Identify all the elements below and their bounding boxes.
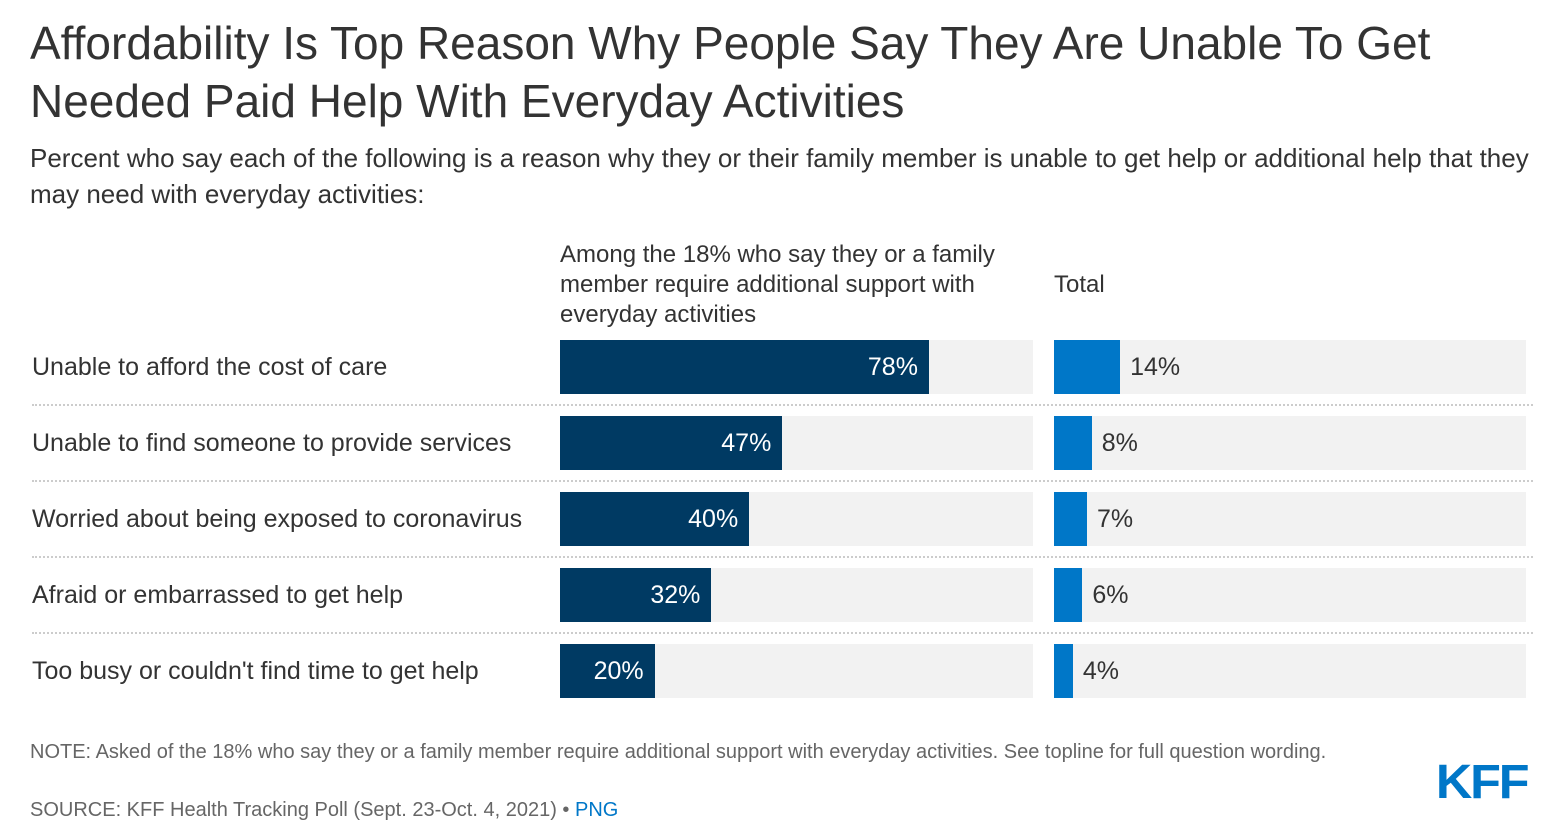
- category-label: Worried about being exposed to coronavir…: [32, 505, 523, 533]
- bar-track: 6%: [1054, 568, 1526, 622]
- bar-track: 40%: [560, 492, 1033, 546]
- kff-logo: KFF: [1435, 756, 1530, 809]
- bar-track: 32%: [560, 568, 1033, 622]
- bar-track: 14%: [1054, 340, 1526, 394]
- data-label: 20%: [593, 657, 644, 685]
- data-label: 32%: [650, 581, 701, 609]
- data-label: 40%: [688, 505, 739, 533]
- bar-track: 8%: [1054, 416, 1526, 470]
- bar-subgroup: [560, 644, 655, 698]
- row-divider: [32, 480, 1533, 482]
- bar-total: [1054, 644, 1073, 698]
- category-label: Afraid or embarrassed to get help: [32, 581, 404, 609]
- data-label: 8%: [1101, 429, 1138, 457]
- bar-track: 4%: [1054, 644, 1526, 698]
- bar-subgroup: [560, 340, 929, 394]
- bar-total: [1054, 568, 1083, 622]
- chart-title: Affordability Is Top Reason Why People S…: [30, 17, 1431, 127]
- data-label: 78%: [867, 353, 918, 381]
- bar-track: 78%: [560, 340, 1033, 394]
- data-label: 7%: [1097, 505, 1134, 533]
- column-header-total: Total: [1054, 271, 1105, 298]
- source-line: SOURCE: KFF Health Tracking Poll (Sept. …: [30, 796, 618, 825]
- row-divider: [32, 404, 1533, 406]
- chart-subtitle: Percent who say each of the following is…: [30, 143, 1529, 209]
- bar-total: [1054, 492, 1088, 546]
- category-label: Unable to find someone to provide servic…: [32, 429, 512, 457]
- bar-subgroup: [560, 492, 750, 546]
- row-divider: [32, 556, 1533, 558]
- bar-total: [1054, 340, 1121, 394]
- bar-subgroup: [560, 416, 783, 470]
- category-label: Too busy or couldn't find time to get he…: [32, 657, 479, 685]
- bar-total: [1054, 416, 1092, 470]
- bar-track: 47%: [560, 416, 1033, 470]
- data-label: 4%: [1082, 657, 1120, 685]
- column-header-subgroup: Among the 18% who say they or a family m…: [560, 241, 995, 328]
- png-link[interactable]: PNG: [575, 799, 619, 821]
- bar-track: 7%: [1054, 492, 1526, 546]
- data-label: 47%: [721, 429, 772, 457]
- data-label: 14%: [1130, 353, 1181, 381]
- bar-subgroup: [560, 568, 712, 622]
- data-label: 6%: [1092, 581, 1129, 609]
- category-label: Unable to afford the cost of care: [32, 353, 388, 381]
- bar-track: 20%: [560, 644, 1033, 698]
- note-text: NOTE: Asked of the 18% who say they or a…: [30, 741, 1327, 763]
- source-text: SOURCE: KFF Health Tracking Poll (Sept. …: [30, 799, 570, 821]
- row-divider: [32, 632, 1533, 634]
